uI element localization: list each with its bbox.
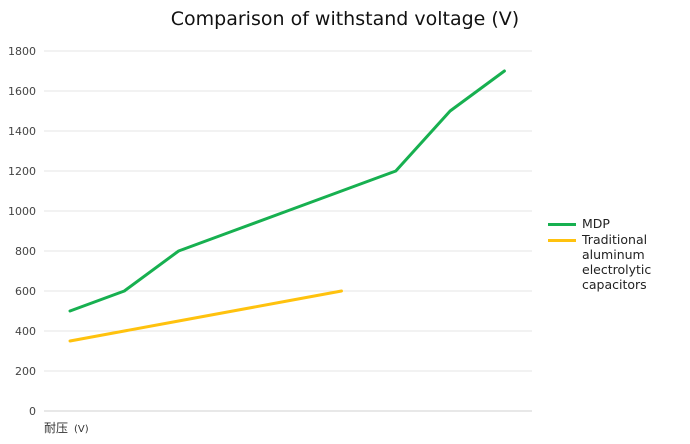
legend-label: MDP [582, 216, 610, 231]
y-tick-label: 600 [15, 285, 36, 298]
legend-swatch-mdp [548, 223, 576, 226]
legend-swatch-traditional [548, 239, 576, 242]
x-axis-label: 耐压 (V) [44, 419, 89, 436]
y-tick-label: 1600 [8, 85, 36, 98]
x-axis-label-text: 耐压 [44, 421, 69, 435]
series-line-traditional [68, 289, 343, 343]
y-tick-label: 0 [29, 405, 36, 418]
chart-title: Comparison of withstand voltage (V) [170, 8, 520, 30]
y-tick-label: 400 [15, 325, 36, 338]
legend-label: aluminum [582, 247, 645, 262]
legend-label: capacitors [582, 277, 647, 292]
legend-item-traditional: Traditional aluminum electrolytic capaci… [548, 232, 688, 292]
y-tick-label: 1200 [8, 165, 36, 178]
legend-label: electrolytic [582, 262, 652, 277]
y-tick-label: 1000 [8, 205, 36, 218]
x-axis-unit: (V) [74, 424, 89, 435]
y-tick-label: 800 [15, 245, 36, 258]
legend-item-mdp: MDP [548, 216, 688, 231]
series-line-mdp [68, 69, 506, 313]
y-tick-label: 1400 [8, 125, 36, 138]
y-tick-label: 1800 [8, 45, 36, 58]
y-tick-label: 200 [15, 365, 36, 378]
legend-label: Traditional [582, 232, 648, 247]
legend: MDP Traditional aluminum electrolytic ca… [548, 216, 688, 293]
